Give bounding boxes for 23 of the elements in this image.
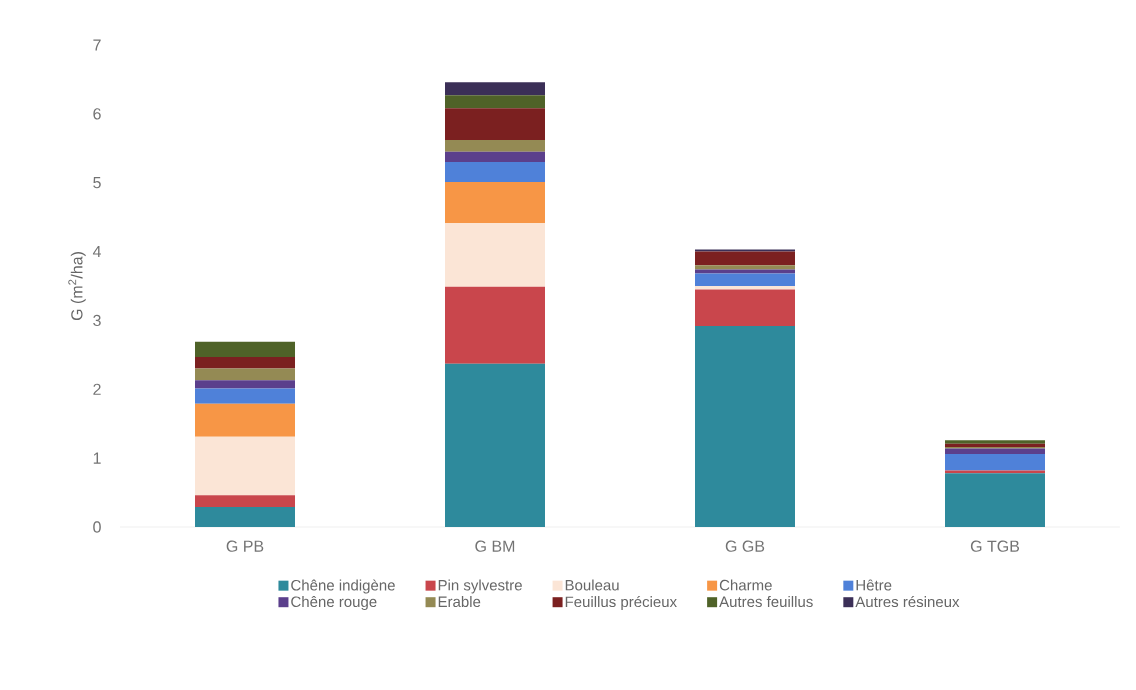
legend-label: Erable <box>438 596 481 608</box>
y-tick-label: 5 <box>93 177 101 189</box>
legend-label: Hêtre <box>856 579 892 591</box>
legend-label: Feuillus précieux <box>565 595 677 611</box>
y-tick-label: 0 <box>93 521 101 533</box>
legend-label: Bouleau <box>565 579 619 591</box>
x-tick-label: G TGB <box>970 540 1020 552</box>
y-tick-label: 6 <box>93 108 101 120</box>
legend-label: Chêne rouge <box>291 596 377 611</box>
y-tick-label: 2 <box>93 383 101 395</box>
x-tick-label: G BM <box>475 540 515 552</box>
x-tick-label: G PB <box>226 540 264 552</box>
legend-label: Autres feuillus <box>719 596 813 608</box>
legend-label: Chêne indigène <box>291 579 395 594</box>
y-tick-label: 7 <box>93 39 101 51</box>
y-tick-label: 3 <box>93 314 101 327</box>
legend-label: Autres résineux <box>855 595 960 608</box>
legend-label: Charme <box>719 579 772 591</box>
x-tick-label: G GB <box>725 540 765 552</box>
legend-label: Pin sylvestre <box>438 579 522 594</box>
y-axis-title: G (m$^{2}$/ha) <box>68 252 86 321</box>
y-tick-label: 4 <box>92 246 101 258</box>
y-tick-label: 1 <box>93 452 101 464</box>
